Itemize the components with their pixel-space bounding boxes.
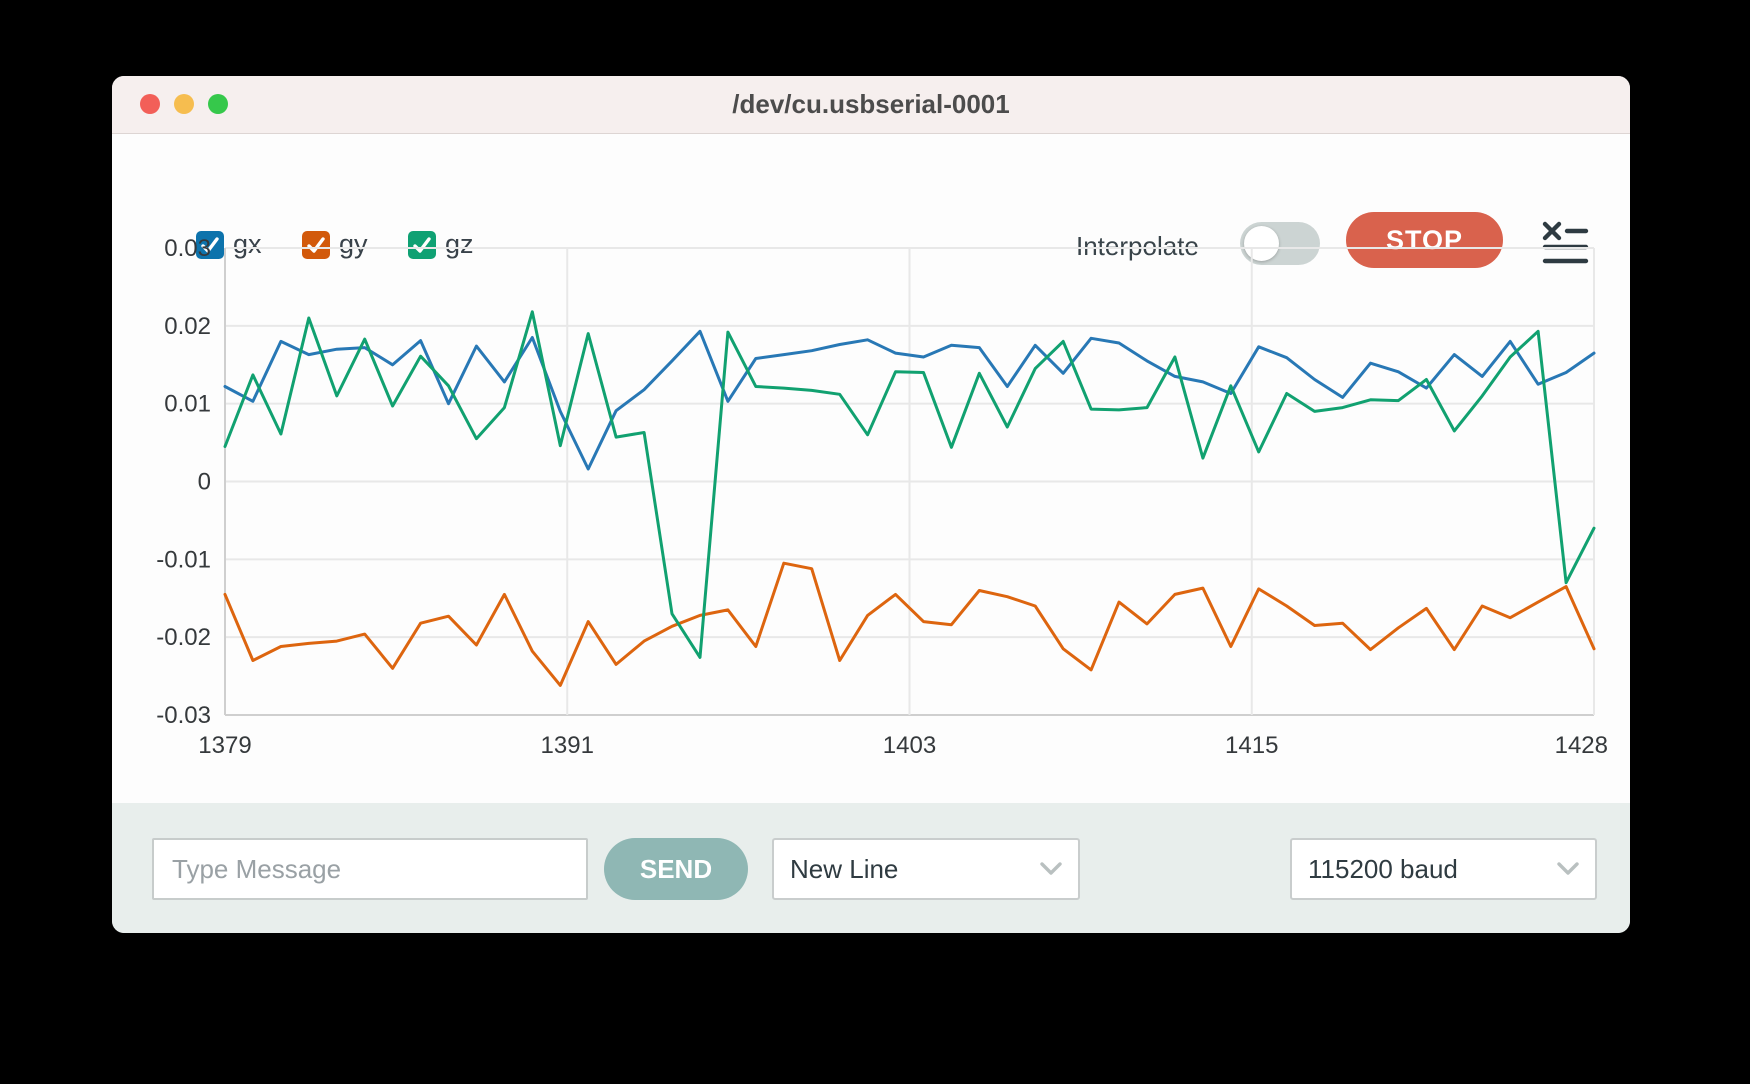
baud-rate-value: 115200 baud <box>1308 853 1458 884</box>
y-tick-label: 0.03 <box>164 235 211 262</box>
series-line-gz <box>223 310 1596 659</box>
x-tick-label: 1391 <box>541 732 594 759</box>
message-input[interactable] <box>152 838 588 900</box>
legend-label-gx: gx <box>233 229 262 259</box>
legend-label-gy: gy <box>339 229 368 259</box>
x-tick-label: 1379 <box>198 732 251 759</box>
window-title: /dev/cu.usbserial-0001 <box>732 89 1010 119</box>
y-tick-label: 0.01 <box>164 391 211 418</box>
y-tick-label: -0.01 <box>156 546 211 573</box>
y-tick-label: 0 <box>198 469 211 496</box>
series-line-gy <box>223 561 1596 687</box>
toggle-knob <box>1244 226 1279 261</box>
gx-checkbox[interactable] <box>196 230 224 259</box>
gz-checkbox[interactable] <box>408 230 436 259</box>
line-ending-value: New Line <box>790 853 899 884</box>
zoom-window-button[interactable] <box>208 94 228 114</box>
serial-plotter-window: /dev/cu.usbserial-0001 gx gy <box>112 76 1630 933</box>
legend-label-gz: gz <box>445 229 474 259</box>
message-bar: SEND New Line 115200 baud <box>112 803 1630 933</box>
interpolate-toggle[interactable] <box>1240 222 1320 265</box>
legend-item-gz: gz <box>408 229 474 260</box>
legend-item-gy: gy <box>302 229 368 260</box>
x-tick-label: 1428 <box>1555 732 1608 759</box>
check-icon <box>201 236 219 253</box>
x-tick-label: 1415 <box>1225 732 1278 759</box>
line-ending-select[interactable]: New Line <box>772 838 1080 900</box>
toolbar: gx gy gz Interpolate STOP <box>112 209 1630 279</box>
gy-checkbox[interactable] <box>302 230 330 259</box>
chevron-down-icon <box>1557 862 1579 875</box>
minimize-window-button[interactable] <box>174 94 194 114</box>
interpolate-label: Interpolate <box>1076 231 1199 261</box>
y-tick-label: -0.03 <box>156 702 211 729</box>
y-tick-label: 0.02 <box>164 313 211 340</box>
line-chart: 0.03 0.02 0.01 0 -0.01 -0.02 -0.03 1379 1391 1403… <box>156 235 1608 759</box>
send-button[interactable]: SEND <box>604 838 748 900</box>
baud-rate-select[interactable]: 115200 baud <box>1290 838 1597 900</box>
y-tick-label: -0.02 <box>156 624 211 651</box>
titlebar: /dev/cu.usbserial-0001 <box>112 76 1630 134</box>
close-window-button[interactable] <box>140 94 160 114</box>
chevron-down-icon <box>1040 862 1062 875</box>
x-tick-label: 1403 <box>883 732 936 759</box>
stop-button[interactable]: STOP <box>1346 212 1503 268</box>
legend-item-gx: gx <box>196 229 262 260</box>
